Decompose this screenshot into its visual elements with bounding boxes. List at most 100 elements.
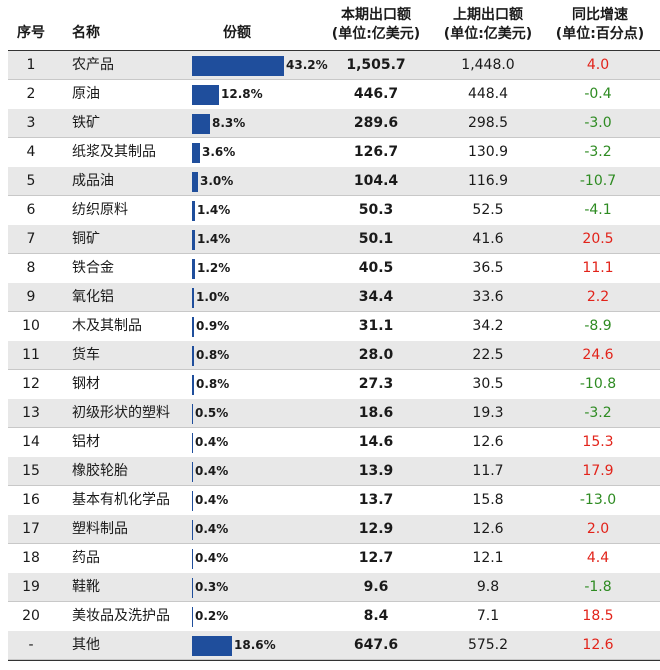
growth-rate: 2.0 xyxy=(586,521,610,537)
table-row: 16 基本有机化学品 0.4% 13.7 15.8 -13.0 xyxy=(8,486,660,515)
table-row: 9 氧化铝 1.0% 34.4 33.6 2.2 xyxy=(8,283,660,312)
share-bar xyxy=(192,578,193,598)
row-index: 13 xyxy=(22,405,40,421)
share-label: 0.4% xyxy=(195,464,229,478)
previous-export: 34.2 xyxy=(472,318,504,334)
previous-export: 130.9 xyxy=(467,144,509,160)
previous-export: 116.9 xyxy=(467,173,509,189)
current-export: 14.6 xyxy=(358,434,394,450)
share-bar xyxy=(192,230,195,250)
table-bottom-divider xyxy=(8,660,660,661)
header-share: 份额 xyxy=(223,25,251,41)
previous-export: 41.6 xyxy=(472,231,504,247)
growth-rate: 20.5 xyxy=(582,231,614,247)
table-row: 1 农产品 43.2% 1,505.7 1,448.0 4.0 xyxy=(8,51,660,80)
row-index: 2 xyxy=(26,86,36,102)
share-label: 0.8% xyxy=(196,348,230,362)
growth-rate: 24.6 xyxy=(582,347,614,363)
table-row: 18 药品 0.4% 12.7 12.1 4.4 xyxy=(8,544,660,573)
share-bar xyxy=(192,317,194,337)
row-name: 铁矿 xyxy=(72,115,100,131)
share-bar xyxy=(192,404,193,424)
share-bar xyxy=(192,114,210,134)
row-name: 纸浆及其制品 xyxy=(72,144,156,160)
row-index: - xyxy=(28,637,34,653)
table-header: 序号 名称 份额 本期出口额 (单位:亿美元) 上期出口额 (单位:亿美元) 同… xyxy=(0,0,660,52)
share-label: 1.4% xyxy=(197,203,231,217)
row-name: 药品 xyxy=(72,550,100,566)
row-name: 纺织原料 xyxy=(72,202,128,218)
current-export: 126.7 xyxy=(353,144,399,160)
share-bar xyxy=(192,56,284,76)
share-label: 3.6% xyxy=(202,145,236,159)
growth-rate: -10.7 xyxy=(579,173,617,189)
growth-rate: -0.4 xyxy=(584,86,612,102)
row-index: 11 xyxy=(22,347,40,363)
growth-rate: 17.9 xyxy=(582,463,614,479)
table-row: 3 铁矿 8.3% 289.6 298.5 -3.0 xyxy=(8,109,660,138)
share-bar xyxy=(192,433,193,453)
share-label: 0.4% xyxy=(195,551,229,565)
row-name: 其他 xyxy=(72,637,100,653)
row-index: 9 xyxy=(26,289,36,305)
share-bar xyxy=(192,549,193,569)
row-index: 1 xyxy=(26,57,36,73)
share-bar xyxy=(192,636,232,656)
current-export: 12.9 xyxy=(358,521,394,537)
row-name: 铝材 xyxy=(72,434,100,450)
previous-export: 12.1 xyxy=(472,550,504,566)
current-export: 50.3 xyxy=(358,202,394,218)
share-bar xyxy=(192,607,193,627)
share-label: 1.2% xyxy=(197,261,231,275)
growth-rate: -3.2 xyxy=(584,144,612,160)
row-name: 原油 xyxy=(72,86,100,102)
share-label: 0.3% xyxy=(195,580,229,594)
row-index: 5 xyxy=(26,173,36,189)
share-bar xyxy=(192,85,219,105)
table-row: 15 橡胶轮胎 0.4% 13.9 11.7 17.9 xyxy=(8,457,660,486)
share-label: 1.0% xyxy=(196,290,230,304)
share-bar xyxy=(192,288,194,308)
share-label: 12.8% xyxy=(221,87,263,101)
row-name: 美妆品及洗护品 xyxy=(72,608,170,624)
share-bar xyxy=(192,259,195,279)
row-index: 4 xyxy=(26,144,36,160)
growth-rate: 15.3 xyxy=(582,434,614,450)
current-export: 13.7 xyxy=(358,492,394,508)
current-export: 13.9 xyxy=(358,463,394,479)
growth-rate: 18.5 xyxy=(582,608,614,624)
table-row: 5 成品油 3.0% 104.4 116.9 -10.7 xyxy=(8,167,660,196)
growth-rate: 11.1 xyxy=(582,260,614,276)
current-export: 28.0 xyxy=(358,347,394,363)
previous-export: 52.5 xyxy=(472,202,504,218)
header-current-line2: (单位:亿美元) xyxy=(331,26,421,42)
row-index: 3 xyxy=(26,115,36,131)
current-export: 8.4 xyxy=(363,608,389,624)
current-export: 18.6 xyxy=(358,405,394,421)
row-index: 8 xyxy=(26,260,36,276)
growth-rate: -3.2 xyxy=(584,405,612,421)
growth-rate: 4.4 xyxy=(586,550,610,566)
row-name: 铁合金 xyxy=(72,260,114,276)
previous-export: 575.2 xyxy=(467,637,509,653)
row-index: 18 xyxy=(22,550,40,566)
current-export: 40.5 xyxy=(358,260,394,276)
growth-rate: 2.2 xyxy=(586,289,610,305)
growth-rate: -8.9 xyxy=(584,318,612,334)
share-bar xyxy=(192,520,193,540)
table-row: 10 木及其制品 0.9% 31.1 34.2 -8.9 xyxy=(8,312,660,341)
current-export: 12.7 xyxy=(358,550,394,566)
table-row: 17 塑料制品 0.4% 12.9 12.6 2.0 xyxy=(8,515,660,544)
current-export: 104.4 xyxy=(353,173,399,189)
current-export: 446.7 xyxy=(353,86,399,102)
share-label: 0.5% xyxy=(195,406,229,420)
current-export: 34.4 xyxy=(358,289,394,305)
header-divider xyxy=(8,50,660,51)
row-name: 塑料制品 xyxy=(72,521,128,537)
previous-export: 12.6 xyxy=(472,521,504,537)
current-export: 50.1 xyxy=(358,231,394,247)
row-index: 7 xyxy=(26,231,36,247)
row-index: 12 xyxy=(22,376,40,392)
row-name: 基本有机化学品 xyxy=(72,492,170,508)
